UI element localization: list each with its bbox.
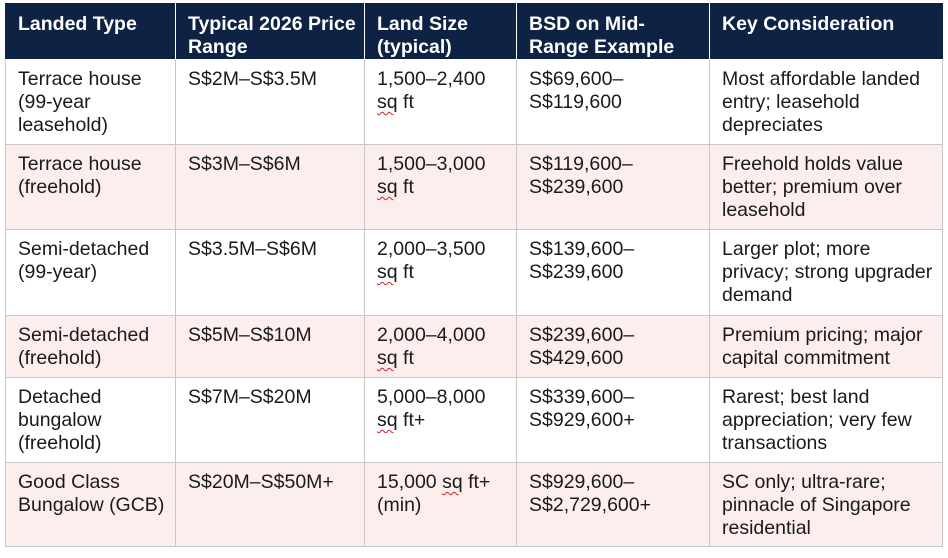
cell-bsd: S$339,600–S$929,600+ <box>516 377 710 463</box>
header-bsd: BSD on Mid-Range Example <box>516 3 710 60</box>
land-size-unit: ft <box>397 176 414 198</box>
cell-landed-type: Semi-detached (99-year) <box>5 229 176 316</box>
cell-price-range: S$20M–S$50M+ <box>175 462 365 547</box>
cell-key-consideration: SC only; ultra-rare; pinnacle of Singapo… <box>709 462 943 547</box>
land-size-unit-sq: sq <box>442 471 463 493</box>
header-price-range: Typical 2026 Price Range <box>175 3 365 60</box>
table-row: Semi-detached (freehold) S$5M–S$10M 2,00… <box>5 315 943 378</box>
cell-key-consideration: Premium pricing; major capital commitmen… <box>709 315 943 378</box>
cell-bsd: S$239,600–S$429,600 <box>516 315 710 378</box>
cell-landed-type: Terrace house (freehold) <box>5 144 176 230</box>
land-size-unit-sq: sq <box>377 261 398 283</box>
landed-property-table: Landed Type Typical 2026 Price Range Lan… <box>5 3 943 547</box>
table-row: Terrace house (99-year leasehold) S$2M–S… <box>5 59 943 145</box>
land-size-value: 15,000 <box>377 471 443 493</box>
table-row: Semi-detached (99-year) S$3.5M–S$6M 2,00… <box>5 229 943 316</box>
land-size-value: 2,000–4,000 <box>377 324 486 346</box>
cell-price-range: S$7M–S$20M <box>175 377 365 463</box>
cell-land-size: 1,500–2,400 sq ft <box>364 59 517 145</box>
land-size-unit-sq: sq <box>377 176 398 198</box>
land-size-unit-sq: sq <box>377 409 398 431</box>
cell-bsd: S$139,600–S$239,600 <box>516 229 710 316</box>
cell-key-consideration: Freehold holds value better; premium ove… <box>709 144 943 230</box>
cell-land-size: 5,000–8,000 sq ft+ <box>364 377 517 463</box>
cell-key-consideration: Rarest; best land appreciation; very few… <box>709 377 943 463</box>
land-size-unit: ft <box>397 91 414 113</box>
table-row: Good Class Bungalow (GCB) S$20M–S$50M+ 1… <box>5 462 943 547</box>
header-land-size: Land Size (typical) <box>364 3 517 60</box>
land-size-unit: ft+ (min) <box>377 471 491 516</box>
cell-key-consideration: Most affordable landed entry; leasehold … <box>709 59 943 145</box>
header-row: Landed Type Typical 2026 Price Range Lan… <box>5 3 943 60</box>
cell-landed-type: Good Class Bungalow (GCB) <box>5 462 176 547</box>
cell-landed-type: Semi-detached (freehold) <box>5 315 176 378</box>
cell-land-size: 15,000 sq ft+ (min) <box>364 462 517 547</box>
land-size-unit: ft <box>397 261 414 283</box>
land-size-value: 5,000–8,000 <box>377 386 486 408</box>
cell-bsd: S$929,600–S$2,729,600+ <box>516 462 710 547</box>
table-row: Terrace house (freehold) S$3M–S$6M 1,500… <box>5 144 943 230</box>
cell-price-range: S$5M–S$10M <box>175 315 365 378</box>
land-size-unit-sq: sq <box>377 347 398 369</box>
cell-land-size: 2,000–4,000 sq ft <box>364 315 517 378</box>
cell-landed-type: Detached bungalow (freehold) <box>5 377 176 463</box>
land-size-unit-sq: sq <box>377 91 398 113</box>
cell-price-range: S$3M–S$6M <box>175 144 365 230</box>
table-row: Detached bungalow (freehold) S$7M–S$20M … <box>5 377 943 463</box>
cell-price-range: S$3.5M–S$6M <box>175 229 365 316</box>
land-size-unit: ft <box>397 347 414 369</box>
land-size-unit: ft+ <box>397 409 426 431</box>
cell-land-size: 1,500–3,000 sq ft <box>364 144 517 230</box>
header-key-consideration: Key Consideration <box>709 3 943 60</box>
cell-bsd: S$119,600–S$239,600 <box>516 144 710 230</box>
land-size-value: 1,500–2,400 <box>377 68 486 90</box>
cell-bsd: S$69,600–S$119,600 <box>516 59 710 145</box>
cell-price-range: S$2M–S$3.5M <box>175 59 365 145</box>
cell-key-consideration: Larger plot; more privacy; strong upgrad… <box>709 229 943 316</box>
cell-landed-type: Terrace house (99-year leasehold) <box>5 59 176 145</box>
land-size-value: 2,000–3,500 <box>377 238 486 260</box>
land-size-value: 1,500–3,000 <box>377 153 486 175</box>
cell-land-size: 2,000–3,500 sq ft <box>364 229 517 316</box>
header-landed-type: Landed Type <box>5 3 176 60</box>
